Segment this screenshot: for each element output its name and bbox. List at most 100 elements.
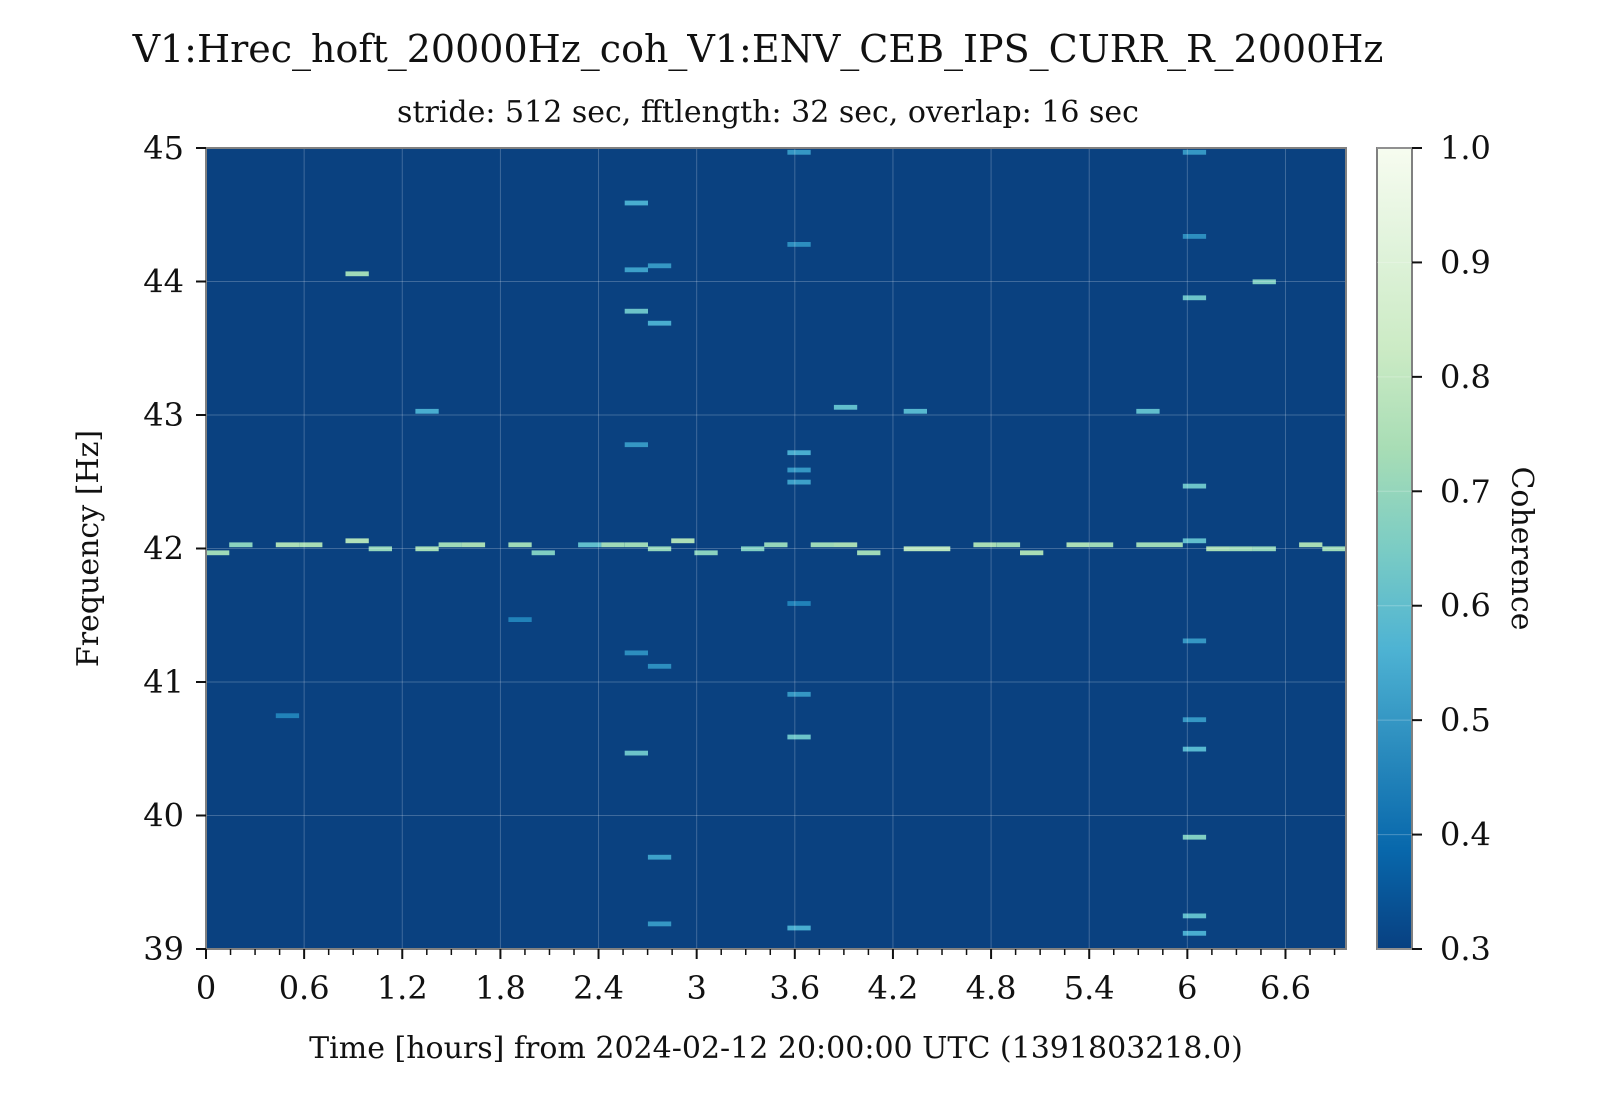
- x-tick-label: 4.2: [867, 969, 918, 1007]
- heatmap-cell: [508, 617, 532, 622]
- heatmap-cell: [647, 663, 672, 669]
- heatmap-cell: [415, 546, 439, 552]
- heatmap-cell: [647, 320, 672, 326]
- chart-title: V1:Hrec_hoft_20000Hz_coh_V1:ENV_CEB_IPS_…: [132, 27, 1384, 72]
- heatmap-cell: [1020, 550, 1044, 556]
- colorbar-ticks: 0.3 0.4 0.5 0.6 0.7 0.8 0.9 1.0: [1377, 129, 1491, 968]
- heatmap-cell: [1206, 546, 1230, 552]
- heatmap-cell: [1182, 717, 1207, 723]
- heatmap-cell: [647, 546, 672, 552]
- y-tick-label: 41: [143, 663, 184, 701]
- heatmap-cell: [1182, 295, 1207, 301]
- y-tick-label: 44: [143, 263, 184, 301]
- heatmap-cell: [671, 538, 695, 544]
- x-tick-label: 6: [1177, 969, 1197, 1007]
- x-tick-label: 5.4: [1064, 969, 1115, 1007]
- chart-subtitle: stride: 512 sec, fftlength: 32 sec, over…: [397, 95, 1139, 130]
- heatmap-cell: [741, 546, 765, 552]
- heatmap-cell: [508, 542, 532, 548]
- heatmap-cell: [694, 550, 718, 556]
- y-tick-label: 39: [143, 930, 184, 968]
- heatmap-cell: [787, 925, 811, 931]
- colorbar-tick-label: 0.4: [1440, 816, 1491, 854]
- heatmap-cell: [647, 263, 672, 269]
- heatmap-cell: [1252, 279, 1276, 285]
- x-tick-label: 0.6: [279, 969, 330, 1007]
- colorbar-tick-label: 0.8: [1440, 358, 1491, 396]
- heatmap-cell: [601, 542, 625, 548]
- x-tick-label: 2.4: [573, 969, 624, 1007]
- heatmap-cell: [996, 542, 1021, 548]
- y-axis-label: Frequency [Hz]: [71, 430, 106, 667]
- colorbar-gradient: [1376, 147, 1413, 950]
- heatmap-cell: [345, 538, 369, 544]
- heatmap-cell: [787, 734, 811, 740]
- heatmap-cell: [624, 650, 648, 656]
- y-axis: 39 40 41 42 43 44 45: [143, 129, 206, 968]
- heatmap-cell: [1229, 546, 1253, 552]
- heatmap-cell: [903, 546, 927, 552]
- y-tick-label: 45: [143, 129, 184, 167]
- heatmap-cell: [787, 467, 811, 473]
- heatmap-cell: [415, 408, 439, 414]
- colorbar-tick-label: 0.5: [1440, 701, 1491, 739]
- y-tick-label: 43: [143, 396, 184, 434]
- heatmap-cell: [275, 542, 300, 548]
- heatmap-cell: [833, 404, 858, 410]
- heatmap-cell: [764, 542, 788, 548]
- colorbar-tick-label: 1.0: [1440, 129, 1491, 167]
- heatmap-cell: [787, 601, 811, 606]
- heatmap-cell: [1182, 913, 1207, 919]
- heatmap-cells: [206, 149, 1346, 936]
- heatmap-cell: [1182, 930, 1207, 936]
- heatmap-cell: [973, 542, 997, 548]
- heatmap-cell: [368, 546, 392, 552]
- heatmap-cell: [1089, 542, 1114, 548]
- heatmap-cell: [787, 450, 811, 456]
- y-tick-label: 42: [143, 530, 184, 568]
- heatmap-cell: [833, 542, 858, 548]
- heatmap-cell: [1299, 542, 1323, 548]
- heatmap-cell: [624, 200, 648, 206]
- heatmap-cell: [1252, 546, 1276, 552]
- heatmap-cell: [1182, 746, 1207, 752]
- x-tick-label: 1.2: [377, 969, 428, 1007]
- x-tick-label: 3.6: [769, 969, 820, 1007]
- heatmap-cell: [787, 691, 811, 697]
- heatmap-cell: [624, 542, 648, 548]
- heatmap-cell: [461, 542, 486, 548]
- heatmap-cell: [1182, 538, 1207, 544]
- heatmap-cell: [857, 550, 881, 556]
- heatmap-cell: [624, 442, 648, 448]
- heatmap-cell: [1322, 546, 1346, 552]
- y-tick-label: 40: [143, 797, 184, 835]
- heatmap-cell: [1182, 834, 1207, 840]
- x-tick-label: 1.8: [475, 969, 526, 1007]
- heatmap-cell: [1182, 149, 1207, 155]
- heatmap-cell: [345, 271, 369, 277]
- x-axis: 0 0.6 1.2 1.8 2.4 3 3.6 4.2 4.8 5.4 6 6.6: [196, 949, 1336, 1007]
- colorbar-tick-label: 0.3: [1440, 930, 1491, 968]
- heatmap-cell: [299, 542, 323, 548]
- heatmap-cell: [624, 308, 648, 314]
- heatmap-cell: [647, 921, 672, 927]
- heatmap-cell: [787, 479, 811, 485]
- colorbar: 0.3 0.4 0.5 0.6 0.7 0.8 0.9 1.0: [1376, 129, 1491, 968]
- heatmap-cell: [1182, 234, 1207, 239]
- heatmap-cell: [787, 242, 811, 247]
- heatmap-cell: [787, 149, 811, 155]
- x-tick-label: 4.8: [966, 969, 1017, 1007]
- x-tick-label: 6.6: [1260, 969, 1311, 1007]
- heatmap-cell: [1136, 542, 1160, 548]
- grid-lines: [206, 148, 1346, 949]
- heatmap-cell: [927, 546, 951, 552]
- heatmap-cell: [578, 542, 602, 548]
- heatmap-cell: [1066, 542, 1090, 548]
- plot-area: [205, 147, 1347, 950]
- heatmap-cell: [275, 713, 300, 719]
- colorbar-label: Coherence: [1504, 466, 1539, 630]
- heatmap-cell: [438, 542, 462, 548]
- plot-background: [206, 148, 1346, 949]
- heatmap-cell: [1182, 638, 1207, 644]
- heatmap-cell: [1182, 483, 1207, 489]
